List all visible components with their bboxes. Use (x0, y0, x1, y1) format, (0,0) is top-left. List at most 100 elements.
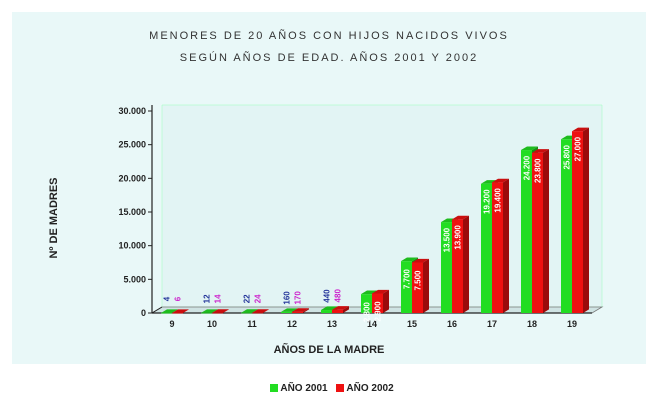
bar-side-AÑO-2002 (463, 215, 469, 313)
bar-top-AÑO-2002 (332, 306, 349, 310)
bar-top-AÑO-2001 (361, 290, 378, 295)
chart-title-line-2: SEGÚN AÑOS DE EDAD. AÑOS 2001 Y 2002 (179, 52, 479, 64)
bar-side-AÑO-2002 (343, 306, 349, 313)
bar-top-AÑO-2002 (212, 309, 229, 313)
bar-AÑO-2001 (401, 261, 412, 313)
x-tick-label: 14 (367, 319, 377, 329)
bar-side-AÑO-2002 (183, 309, 189, 313)
data-label: 7.700 (403, 269, 412, 290)
bar-top-AÑO-2002 (492, 178, 509, 183)
bar-top-AÑO-2001 (201, 309, 218, 313)
data-label: 480 (334, 289, 343, 303)
bar-AÑO-2002 (532, 152, 543, 313)
x-tick-label: 15 (407, 319, 417, 329)
bar-AÑO-2001 (321, 310, 332, 313)
data-label: 6 (174, 296, 183, 301)
data-label: 13.500 (443, 227, 452, 252)
bar-top-AÑO-2002 (572, 127, 589, 132)
bar-AÑO-2001 (161, 312, 172, 314)
bar-top-AÑO-2001 (521, 146, 538, 151)
bar-AÑO-2002 (332, 309, 343, 313)
bar-side-AÑO-2002 (423, 258, 429, 313)
bar-AÑO-2002 (212, 312, 223, 314)
legend-label-2001: AÑO 2001 (280, 383, 328, 394)
y-tick-label: 20.000 (118, 173, 146, 183)
bar-AÑO-2002 (572, 131, 583, 313)
x-tick-label: 16 (447, 319, 457, 329)
bar-top-AÑO-2001 (481, 180, 498, 184)
bar-side-AÑO-2002 (583, 127, 589, 313)
bar-AÑO-2001 (441, 222, 452, 313)
bar-top-AÑO-2002 (452, 215, 469, 220)
bar-AÑO-2001 (361, 294, 372, 313)
bar-AÑO-2001 (521, 150, 532, 313)
bar-side-AÑO-2002 (303, 308, 309, 313)
x-tick-label: 12 (287, 319, 297, 329)
y-tick-label: 30.000 (118, 106, 146, 116)
data-label: 7.500 (414, 270, 423, 291)
data-label: 24 (254, 294, 263, 303)
bar-side-AÑO-2002 (543, 149, 549, 313)
legend-swatch-2001 (270, 384, 279, 393)
bar-top-AÑO-2002 (172, 309, 189, 313)
y-tick-label: 25.000 (118, 140, 146, 150)
bar-top-AÑO-2001 (401, 257, 418, 262)
bar-side-AÑO-2002 (503, 178, 509, 313)
data-label: 25.800 (563, 144, 572, 169)
x-tick-label: 19 (567, 319, 577, 329)
data-label: 14 (214, 294, 223, 303)
bar-AÑO-2001 (561, 139, 572, 313)
y-tick-label: 15.000 (118, 207, 146, 217)
bar-AÑO-2002 (492, 182, 503, 313)
x-tick-label: 10 (207, 319, 217, 329)
legend-swatch-2002 (336, 384, 345, 393)
data-label: 2.800 (363, 302, 372, 323)
data-label: 13.900 (454, 225, 463, 250)
bar-top-AÑO-2002 (292, 308, 309, 312)
bar-AÑO-2001 (281, 311, 292, 313)
data-label: 27.000 (574, 136, 583, 161)
y-tick-label: 0 (141, 308, 146, 318)
bar-side-AÑO-2002 (383, 289, 389, 313)
y-tick-label: 10.000 (118, 241, 146, 251)
bar-side-AÑO-2002 (263, 309, 269, 313)
data-label: 19.400 (494, 188, 503, 213)
y-tick-label: 5.000 (123, 274, 146, 284)
data-label: 23.800 (534, 158, 543, 183)
data-label: 440 (323, 289, 332, 303)
x-axis-label: AÑOS DE LA MADRE (273, 344, 385, 356)
bar-top-AÑO-2002 (532, 149, 549, 153)
legend: AÑO 2001 AÑO 2002 (0, 383, 658, 394)
bar-top-AÑO-2001 (161, 309, 178, 313)
data-label: 4 (163, 296, 172, 301)
data-label: 2.900 (374, 301, 383, 322)
x-tick-label: 11 (247, 319, 257, 329)
bar-top-AÑO-2002 (252, 309, 269, 313)
bar-top-AÑO-2002 (412, 258, 429, 263)
bar-AÑO-2001 (241, 312, 252, 314)
bar-side-AÑO-2002 (223, 309, 229, 313)
chart-title-line-1: MENORES DE 20 AÑOS CON HIJOS NACIDOS VIV… (149, 30, 509, 42)
data-label: 19.200 (483, 189, 492, 214)
bar-AÑO-2002 (412, 262, 423, 313)
bar-top-AÑO-2002 (372, 289, 389, 294)
data-label: 24.200 (523, 155, 532, 180)
bar-AÑO-2002 (252, 312, 263, 314)
bar-AÑO-2001 (201, 312, 212, 314)
y-axis-depth-line (151, 306, 163, 314)
data-label: 22 (243, 294, 252, 303)
x-tick-label: 9 (169, 319, 174, 329)
data-label: 160 (283, 291, 292, 305)
bar-AÑO-2002 (372, 293, 383, 313)
bar-AÑO-2002 (292, 311, 303, 313)
x-tick-label: 13 (327, 319, 337, 329)
x-tick-label: 18 (527, 319, 537, 329)
bar-AÑO-2002 (452, 219, 463, 313)
bar-AÑO-2002 (172, 312, 183, 314)
legend-label-2002: AÑO 2002 (346, 383, 394, 394)
bar-top-AÑO-2001 (241, 309, 258, 313)
bar-top-AÑO-2001 (281, 308, 298, 312)
x-tick-label: 17 (487, 319, 497, 329)
